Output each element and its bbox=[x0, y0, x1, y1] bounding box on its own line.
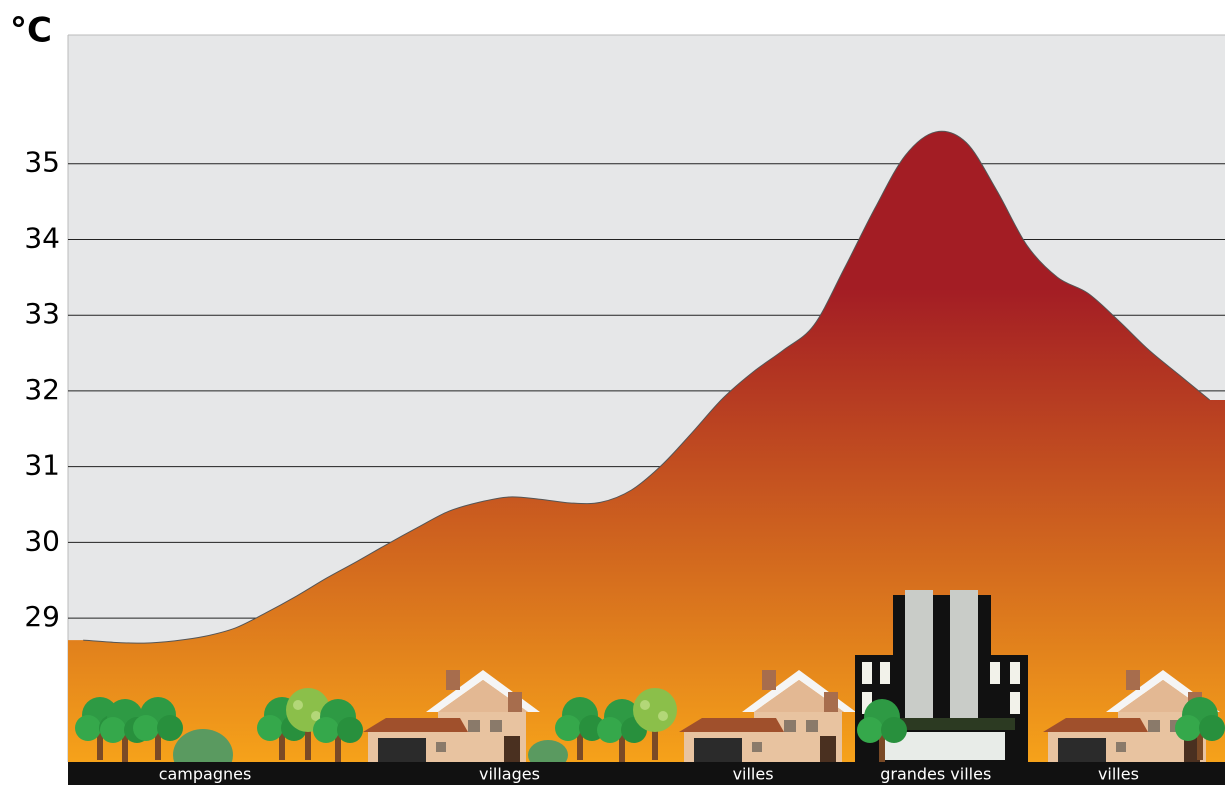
y-tick-label: 31 bbox=[24, 449, 60, 482]
y-tick-label: 35 bbox=[24, 146, 60, 179]
y-tick-label: 30 bbox=[24, 524, 60, 557]
y-tick-label: 33 bbox=[24, 297, 60, 330]
y-tick-label: 32 bbox=[24, 373, 60, 406]
y-tick-label: 29 bbox=[24, 600, 60, 633]
category-band bbox=[68, 762, 1225, 785]
x-tick-label: villages bbox=[479, 765, 540, 784]
y-tick-label: 34 bbox=[24, 221, 60, 254]
area-outline bbox=[83, 130, 1211, 644]
axis-unit: °C bbox=[10, 11, 52, 51]
x-tick-label: villes bbox=[1098, 765, 1139, 784]
x-tick-label: campagnes bbox=[159, 765, 252, 784]
x-tick-label: grandes villes bbox=[880, 765, 991, 784]
x-tick-label: villes bbox=[733, 765, 774, 784]
